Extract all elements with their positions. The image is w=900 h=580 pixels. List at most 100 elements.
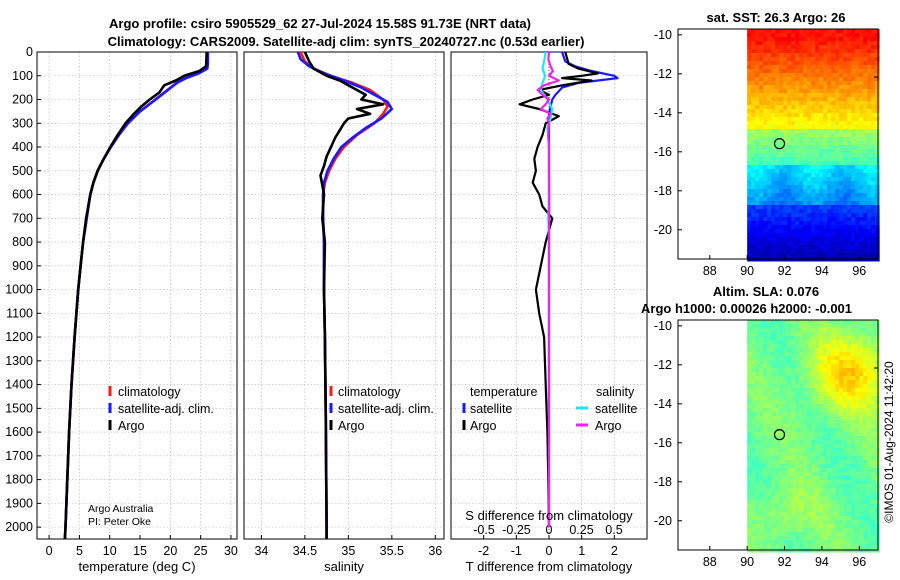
map-cell <box>851 472 856 477</box>
map-cell <box>795 428 800 433</box>
map-cell <box>763 532 768 537</box>
map-cell <box>843 372 848 377</box>
map-cell <box>775 336 780 341</box>
map-cell <box>839 253 844 258</box>
map-cell <box>791 500 796 505</box>
map-cell <box>751 432 756 437</box>
map-cell <box>871 448 876 453</box>
map-cell <box>843 388 848 393</box>
map-cell <box>779 332 784 337</box>
map-cell <box>827 448 832 453</box>
map-cell <box>807 472 812 477</box>
map-cell <box>775 189 780 194</box>
map-cell <box>807 189 812 194</box>
map-cell <box>779 472 784 477</box>
map-cell <box>867 396 872 401</box>
map-cell <box>847 392 852 397</box>
map-cell <box>875 49 880 54</box>
map-cell <box>767 253 772 258</box>
map-cell <box>767 388 772 393</box>
map-cell <box>807 508 812 513</box>
map-cell <box>847 432 852 437</box>
map-cell <box>763 332 768 337</box>
map-cell <box>867 340 872 345</box>
map-cell <box>791 372 796 377</box>
map-cell <box>747 229 752 234</box>
map-cell <box>755 352 760 357</box>
map-cell <box>775 488 780 493</box>
map-cell <box>791 384 796 389</box>
map-cell <box>827 428 832 433</box>
map-cell <box>847 77 852 82</box>
map-cell <box>867 149 872 154</box>
map-cell <box>803 93 808 98</box>
map-cell <box>855 480 860 485</box>
map-cell <box>811 53 816 58</box>
map-cell <box>787 456 792 461</box>
map-cell <box>815 532 820 537</box>
map-cell <box>795 520 800 525</box>
map-cell <box>811 468 816 473</box>
map-cell <box>779 57 784 62</box>
map-sst-title: sat. SST: 26.3 Argo: 26 <box>707 10 846 25</box>
map-cell <box>747 388 752 393</box>
map-cell <box>751 53 756 58</box>
map-cell <box>755 320 760 325</box>
map-cell <box>763 61 768 66</box>
map-cell <box>755 85 760 90</box>
map-cell <box>799 344 804 349</box>
map-cell <box>811 532 816 537</box>
map-cell <box>771 328 776 333</box>
map-cell <box>863 85 868 90</box>
map-cell <box>747 384 752 389</box>
map-cell <box>783 484 788 489</box>
map-cell <box>759 448 764 453</box>
map-cell <box>783 540 788 545</box>
map-cell <box>827 520 832 525</box>
map-cell <box>767 245 772 250</box>
map-cell <box>787 229 792 234</box>
map-cell <box>767 205 772 210</box>
map-cell <box>775 496 780 501</box>
map-cell <box>787 85 792 90</box>
map-cell <box>779 37 784 42</box>
map-cell <box>795 460 800 465</box>
map-cell <box>871 233 876 238</box>
map-cell <box>859 65 864 70</box>
map-cell <box>763 544 768 549</box>
map-cell <box>819 472 824 477</box>
map-cell <box>763 249 768 254</box>
map-cell <box>763 165 768 170</box>
map-cell <box>875 221 880 226</box>
map-cell <box>867 500 872 505</box>
map-cell <box>859 149 864 154</box>
map-cell <box>807 213 812 218</box>
map-cell <box>799 117 804 122</box>
map-cell <box>827 37 832 42</box>
map-cell <box>779 348 784 353</box>
map-cell <box>751 133 756 138</box>
map-cell <box>867 105 872 110</box>
map-cell <box>875 125 880 130</box>
map-cell <box>803 460 808 465</box>
map-cell <box>803 49 808 54</box>
map-cell <box>847 492 852 497</box>
map-cell <box>811 229 816 234</box>
map-cell <box>791 165 796 170</box>
map-cell <box>759 145 764 150</box>
map-cell <box>747 153 752 158</box>
map-cell <box>811 141 816 146</box>
map-cell <box>779 65 784 70</box>
map-cell <box>811 97 816 102</box>
map-cell <box>835 464 840 469</box>
map-cell <box>767 544 772 549</box>
map-cell <box>759 356 764 361</box>
map-cell <box>747 165 752 170</box>
map-cell <box>839 241 844 246</box>
map-cell <box>759 544 764 549</box>
map-cell <box>811 544 816 549</box>
map-cell <box>799 189 804 194</box>
ytick-label: 1500 <box>5 401 33 415</box>
map-cell <box>807 420 812 425</box>
map-cell <box>839 201 844 206</box>
